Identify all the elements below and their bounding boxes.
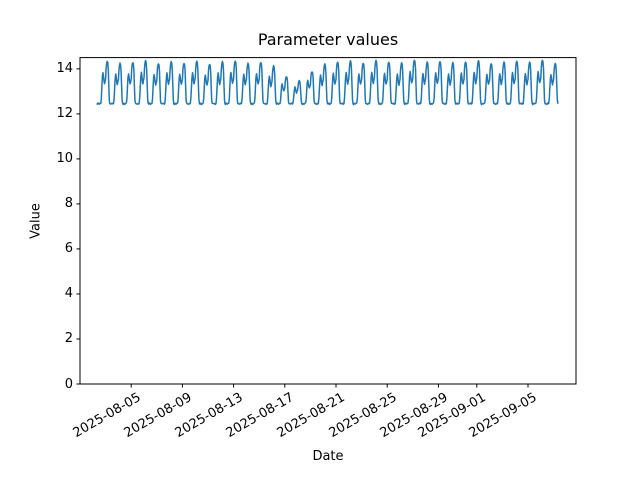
y-tick-label: 2: [64, 331, 73, 347]
series-line: [96, 59, 559, 106]
y-tick-label: 6: [64, 241, 73, 257]
x-axis-label: Date: [312, 449, 344, 464]
y-tick-label: 0: [64, 376, 73, 392]
y-tick-label: 4: [64, 286, 73, 302]
y-tick-label: 14: [56, 61, 73, 77]
chart-title: Parameter values: [257, 30, 399, 49]
y-tick-label: 12: [56, 106, 73, 122]
y-axis-label: Value: [28, 203, 44, 239]
y-tick-label: 8: [64, 196, 73, 212]
axes-spines: [79, 57, 577, 385]
y-tick-label: 10: [56, 151, 73, 167]
axis-ticks: [76, 68, 529, 388]
